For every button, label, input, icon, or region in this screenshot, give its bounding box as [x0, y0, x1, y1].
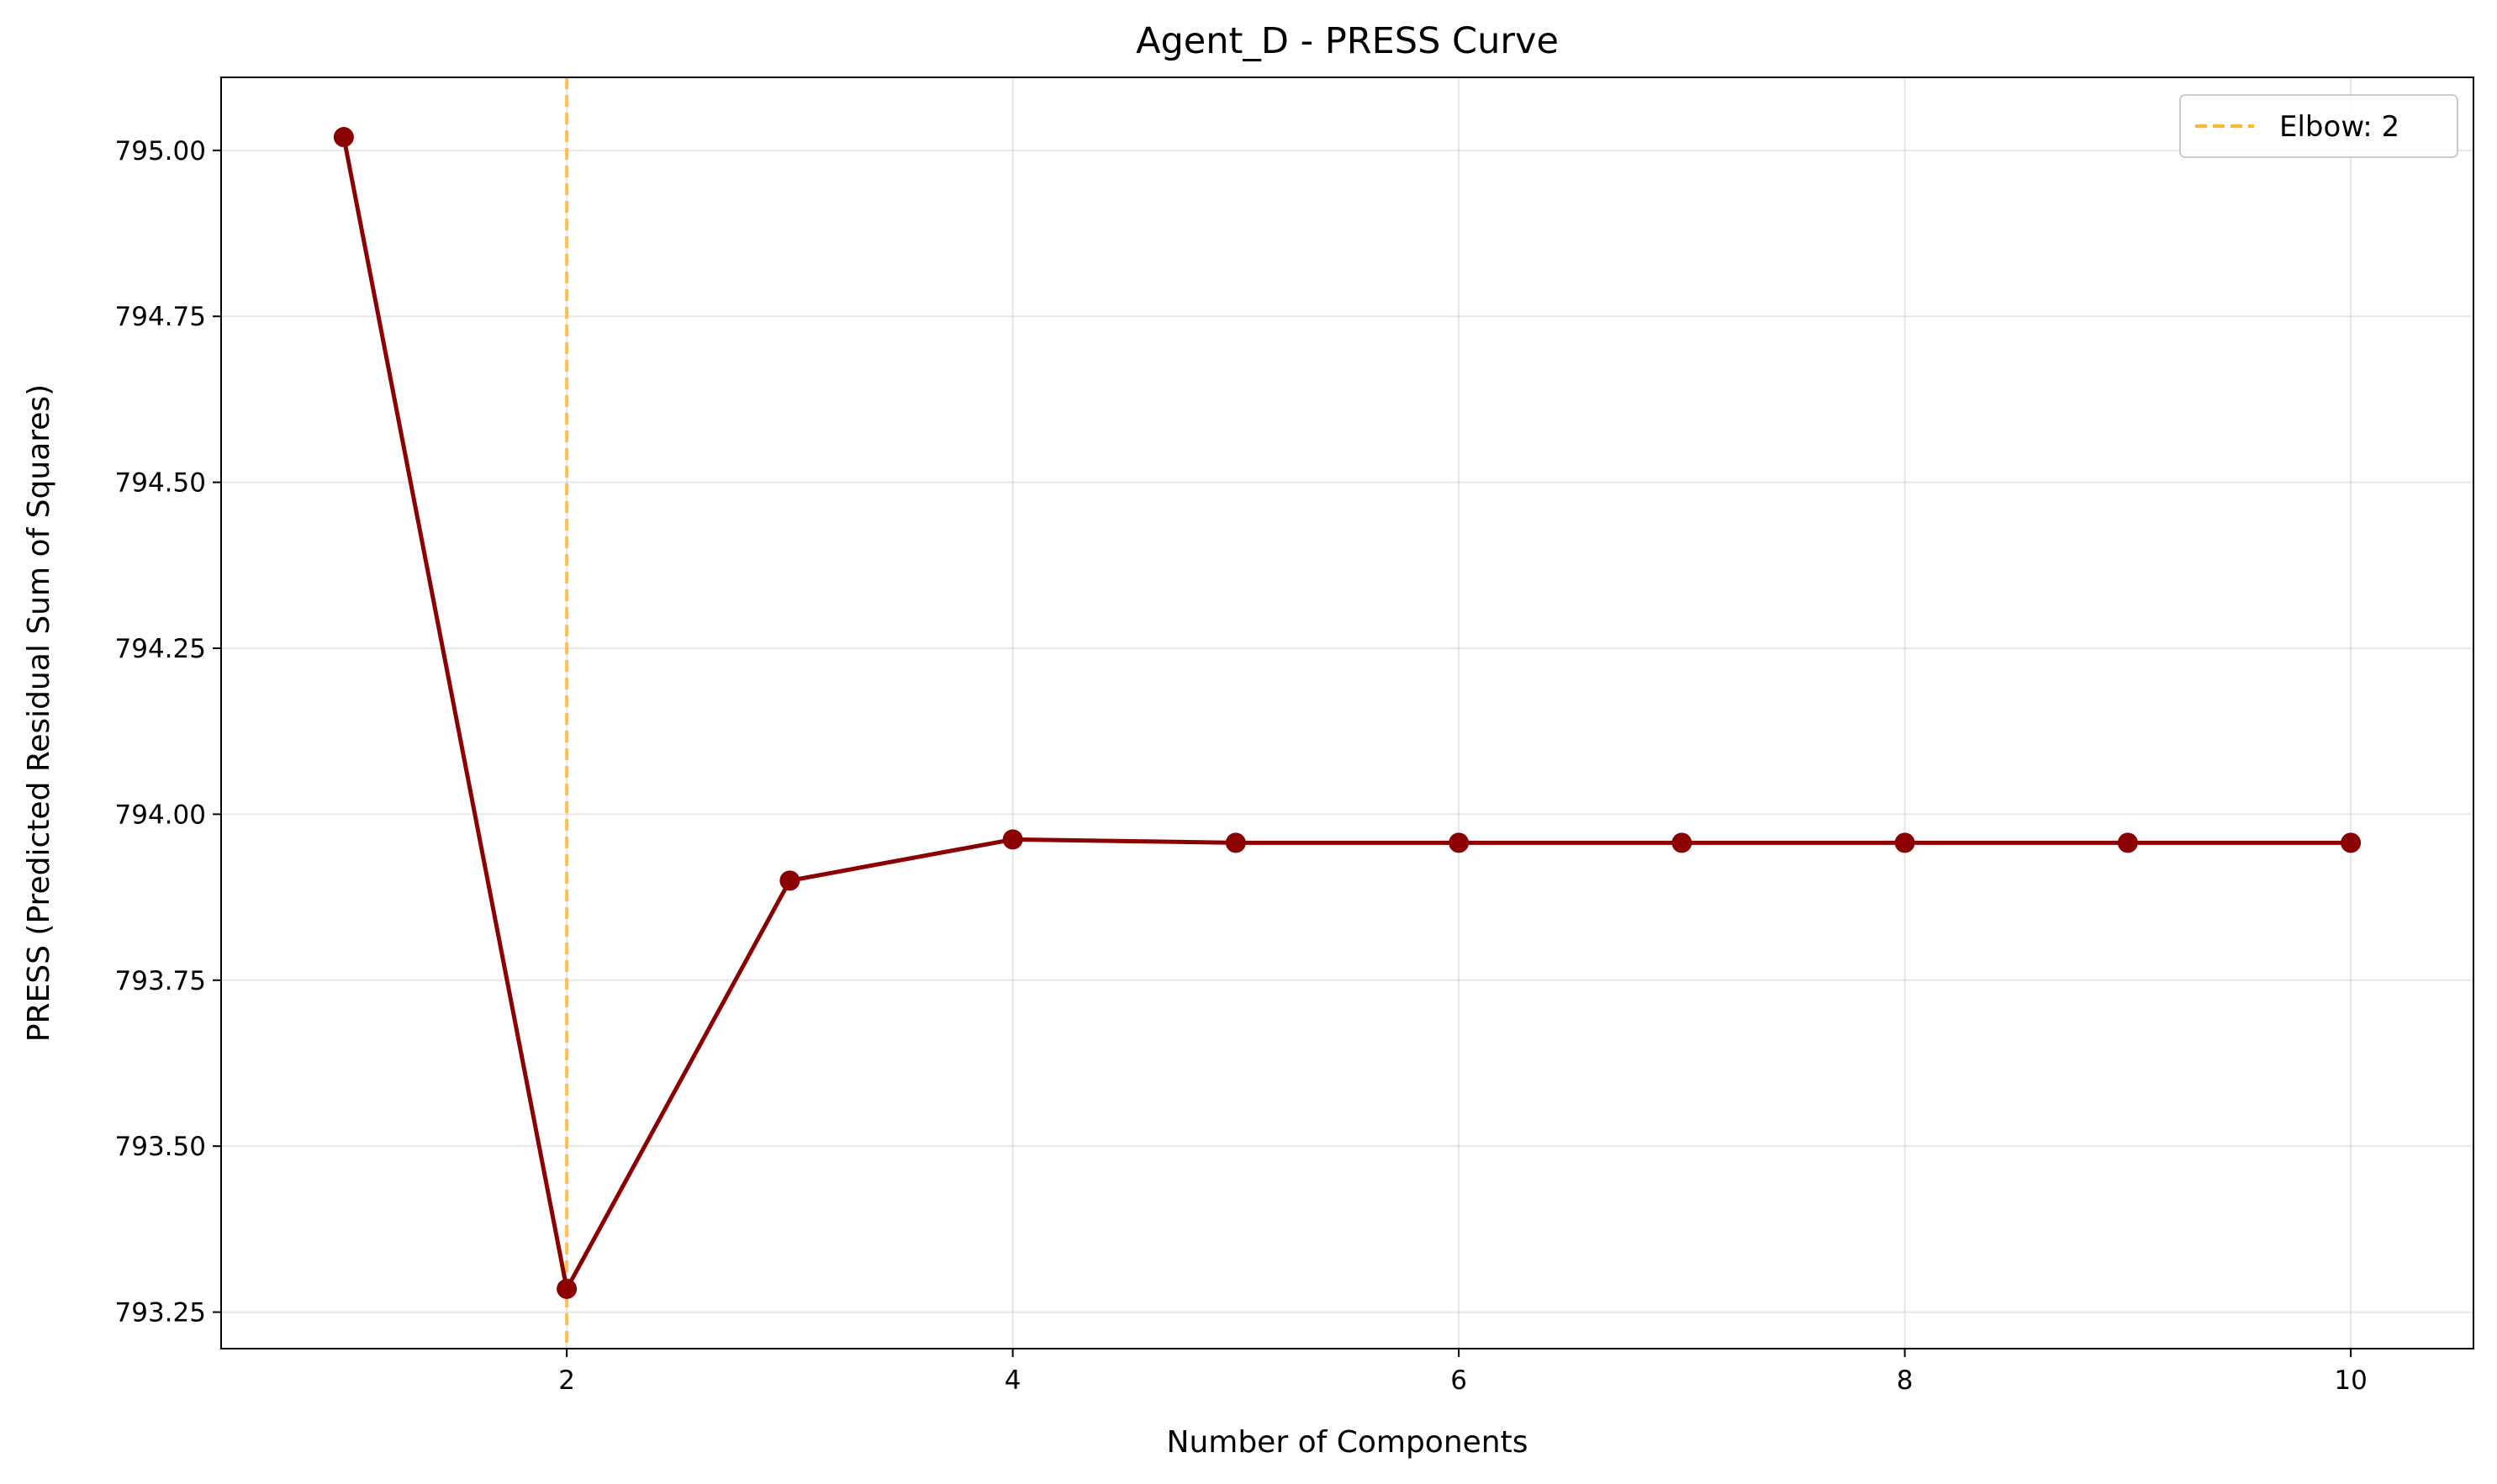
x-axis-label: Number of Components	[1167, 1425, 1528, 1460]
y-tick-label: 794.00	[115, 800, 206, 830]
data-point	[557, 1278, 578, 1299]
data-point	[2341, 832, 2362, 853]
x-axis-ticks: 2 4 6 8 10	[558, 1349, 2368, 1396]
x-tick-label: 6	[1450, 1365, 1467, 1396]
x-tick-label: 10	[2334, 1365, 2367, 1396]
data-point	[333, 127, 354, 148]
y-axis-ticks: 793.25 793.50 793.75 794.00 794.25 794.50 794.…	[115, 136, 221, 1328]
data-point	[2117, 832, 2138, 853]
y-tick-label: 794.50	[115, 468, 206, 499]
data-point	[1225, 832, 1246, 853]
y-tick-label: 793.75	[115, 966, 206, 996]
legend: Elbow: 2	[2179, 94, 2458, 158]
legend-box	[2179, 94, 2458, 158]
grid-lines	[221, 77, 2473, 1349]
data-point	[1671, 832, 1692, 853]
data-point	[779, 870, 800, 891]
y-tick-label: 793.25	[115, 1298, 206, 1328]
series-layer	[333, 127, 2362, 1299]
y-tick-label: 794.75	[115, 302, 206, 332]
data-point	[1449, 832, 1470, 853]
series-line	[341, 136, 2352, 1291]
chart-title: Agent_D - PRESS Curve	[1136, 20, 1559, 62]
plot-area-frame	[220, 77, 2474, 1349]
y-tick-label: 793.50	[115, 1132, 206, 1162]
data-point	[1002, 829, 1023, 850]
legend-label-elbow: Elbow: 2	[2279, 110, 2399, 144]
x-tick-label: 2	[558, 1365, 575, 1396]
x-tick-label: 4	[1005, 1365, 1022, 1396]
y-tick-label: 794.25	[115, 634, 206, 664]
x-tick-label: 8	[1897, 1365, 1914, 1396]
y-axis-label: PRESS (Predicted Residual Sum of Squares…	[22, 384, 56, 1042]
data-point	[1894, 832, 1915, 853]
y-tick-label: 795.00	[115, 136, 206, 166]
